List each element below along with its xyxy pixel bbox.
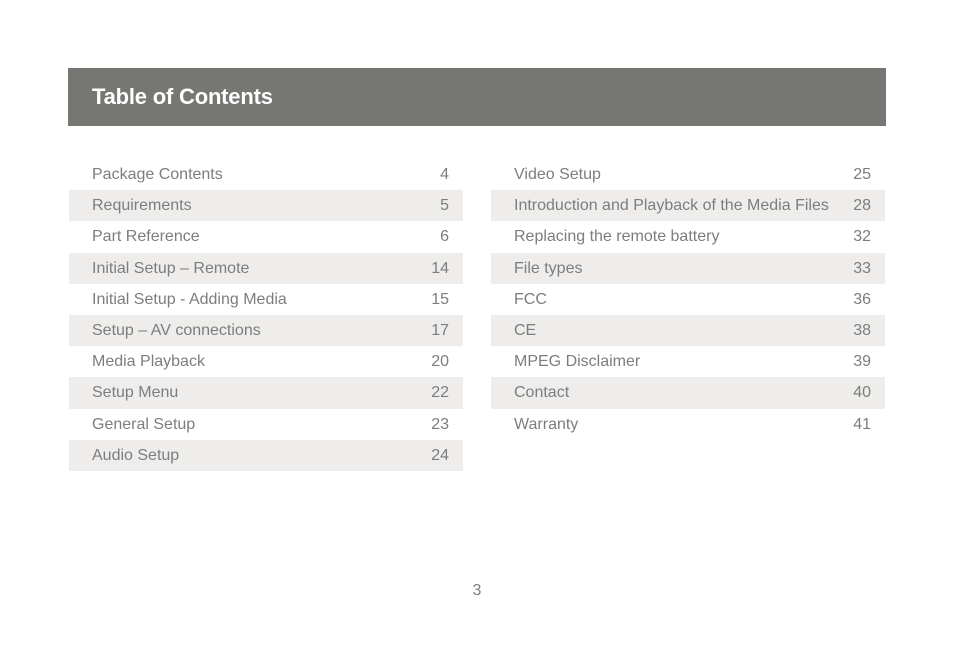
toc-entry[interactable]: Setup Menu 22: [69, 377, 463, 409]
toc-entry-page: 17: [431, 321, 449, 339]
toc-header: Table of Contents: [68, 68, 886, 126]
toc-entry-page: 22: [431, 384, 449, 402]
toc-entry-page: 32: [853, 228, 871, 246]
toc-entry-page: 39: [853, 353, 871, 371]
toc-entry-label: Introduction and Playback of the Media F…: [514, 197, 829, 215]
toc-entry[interactable]: Media Playback 20: [69, 346, 463, 377]
toc-entry-page: 5: [440, 197, 449, 215]
toc-entry-label: Audio Setup: [92, 446, 180, 464]
toc-entry-page: 24: [431, 446, 449, 464]
toc-entry-page: 25: [853, 166, 871, 183]
toc-entry-label: Initial Setup - Adding Media: [92, 290, 287, 308]
toc-entry[interactable]: Introduction and Playback of the Media F…: [491, 190, 885, 222]
toc-entry-page: 23: [431, 415, 449, 433]
toc-entry[interactable]: General Setup 23: [69, 409, 463, 440]
toc-entry[interactable]: FCC 36: [491, 284, 885, 315]
toc-entry-page: 20: [431, 353, 449, 371]
toc-entry[interactable]: Contact 40: [491, 377, 885, 409]
toc-entry[interactable]: MPEG Disclaimer 39: [491, 346, 885, 377]
toc-entry-label: File types: [514, 259, 583, 277]
toc-entry-label: General Setup: [92, 415, 196, 433]
toc-entry-label: MPEG Disclaimer: [514, 353, 641, 371]
toc-entry-label: Contact: [514, 384, 570, 402]
toc-entry-page: 4: [440, 166, 449, 183]
toc-entry[interactable]: Warranty 41: [491, 409, 885, 440]
toc-entry-label: Media Playback: [92, 353, 205, 371]
toc-entry-page: 36: [853, 290, 871, 308]
toc-entry[interactable]: Setup – AV connections 17: [69, 314, 463, 347]
toc-entry[interactable]: Initial Setup – Remote 14: [69, 252, 463, 284]
toc-entry-page: 28: [853, 197, 871, 215]
toc-entry-label: Warranty: [514, 415, 579, 433]
toc-entry[interactable]: Part Reference 6: [69, 221, 463, 252]
toc-entry-page: 38: [853, 321, 871, 339]
toc-entry-label: FCC: [514, 290, 547, 308]
toc-column-left: Package Contents 4 Requirements 5 Part R…: [69, 159, 463, 471]
toc-entry[interactable]: Video Setup 25: [491, 159, 885, 190]
page-title: Table of Contents: [92, 84, 273, 109]
toc-entry-label: Replacing the remote battery: [514, 228, 720, 246]
toc-entry-page: 41: [853, 415, 871, 433]
toc-entry-label: CE: [514, 321, 537, 339]
toc-entry[interactable]: Package Contents 4: [69, 159, 463, 190]
toc-entry-label: Part Reference: [92, 228, 200, 246]
toc-entry[interactable]: Replacing the remote battery 32: [491, 221, 885, 252]
toc-column-right: Video Setup 25 Introduction and Playback…: [491, 159, 885, 440]
toc-entry-page: 14: [431, 259, 449, 277]
toc-entry-page: 15: [431, 290, 449, 308]
toc-entry[interactable]: File types 33: [491, 252, 885, 284]
toc-entry-label: Setup – AV connections: [92, 321, 261, 339]
toc-entry-label: Requirements: [92, 197, 192, 215]
toc-entry-label: Initial Setup – Remote: [92, 259, 250, 277]
page-number: 3: [472, 582, 482, 599]
toc-entry-label: Video Setup: [514, 166, 601, 183]
toc-entry[interactable]: Requirements 5: [69, 190, 463, 222]
toc-entry[interactable]: CE 38: [491, 314, 885, 347]
toc-entry[interactable]: Initial Setup - Adding Media 15: [69, 284, 463, 315]
toc-entry-label: Package Contents: [92, 166, 223, 183]
toc-entry-label: Setup Menu: [92, 384, 179, 402]
toc-entry-page: 33: [853, 259, 871, 277]
toc-entry[interactable]: Audio Setup 24: [69, 439, 463, 471]
toc-entry-page: 40: [853, 384, 871, 402]
toc-entry-page: 6: [440, 228, 449, 246]
